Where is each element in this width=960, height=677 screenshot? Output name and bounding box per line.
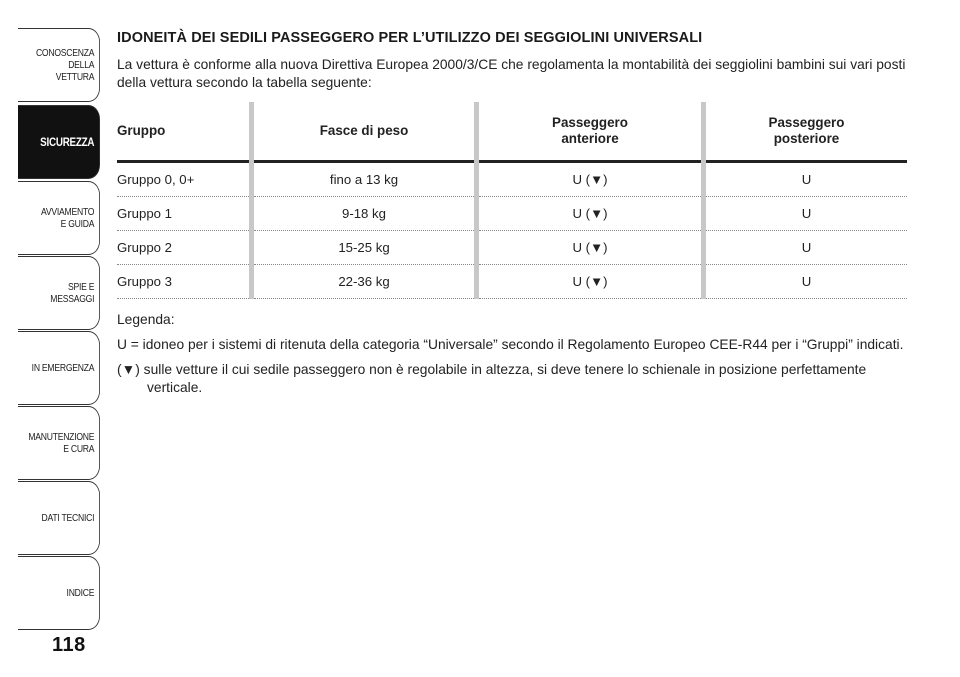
tab-in-emergenza[interactable]: IN EMERGENZA [18,331,100,405]
table-row: Gruppo 1 9-18 kg U (▼) U [117,196,907,231]
cell-gruppo: Gruppo 3 [117,264,254,299]
table-header-row: Gruppo Fasce di peso Passeggero anterior… [117,102,907,163]
legend-universal: U = idoneo per i sistemi di ritenuta del… [117,337,904,352]
cell-anteriore: U (▼) [476,264,706,299]
seat-suitability-table: Gruppo Fasce di peso Passeggero anterior… [117,102,907,299]
page-number: 118 [52,634,86,656]
main-content: IDONEITÀ DEI SEDILI PASSEGGERO PER L’UTI… [117,30,909,404]
header-passeggero-posteriore: Passeggero posteriore [703,102,907,163]
cell-posteriore: U [703,161,907,197]
tab-sicurezza[interactable]: SICUREZZA [18,105,100,179]
table-row: Gruppo 3 22-36 kg U (▼) U [117,264,907,299]
cell-anteriore: U (▼) [476,161,706,197]
header-gruppo: Gruppo [117,102,254,163]
table-row: Gruppo 0, 0+ fino a 13 kg U (▼) U [117,161,907,197]
cell-peso: fino a 13 kg [251,161,479,197]
cell-peso: 9-18 kg [251,196,479,231]
tab-avviamento-e-guida[interactable]: AVVIAMENTO E GUIDA [18,181,100,255]
cell-peso: 15-25 kg [251,230,479,265]
tab-conoscenza-della-vettura[interactable]: CONOSCENZA DELLA VETTURA [18,28,100,102]
tab-spie-e-messaggi[interactable]: SPIE E MESSAGGI [18,256,100,330]
tab-dati-tecnici[interactable]: DATI TECNICI [18,481,100,555]
cell-posteriore: U [703,230,907,265]
cell-posteriore: U [703,264,907,299]
cell-peso: 22-36 kg [251,264,479,299]
legend-triangle-note: (▼) sulle vetture il cui sedile passegge… [117,362,867,395]
legend-title: Legenda: [117,312,175,327]
cell-gruppo: Gruppo 1 [117,196,254,231]
legend: Legenda: U = idoneo per i sistemi di rit… [117,311,909,397]
cell-anteriore: U (▼) [476,196,706,231]
header-fasce-di-peso: Fasce di peso [251,102,479,163]
cell-gruppo: Gruppo 0, 0+ [117,161,254,197]
cell-posteriore: U [703,196,907,231]
tab-manutenzione-e-cura[interactable]: MANUTENZIONE E CURA [18,406,100,480]
section-title: IDONEITÀ DEI SEDILI PASSEGGERO PER L’UTI… [117,30,703,46]
header-passeggero-anteriore: Passeggero anteriore [476,102,706,163]
tab-indice[interactable]: INDICE [18,556,100,630]
cell-gruppo: Gruppo 2 [117,230,254,265]
cell-anteriore: U (▼) [476,230,706,265]
intro-paragraph: La vettura è conforme alla nuova Diretti… [117,57,906,90]
table-row: Gruppo 2 15-25 kg U (▼) U [117,230,907,265]
